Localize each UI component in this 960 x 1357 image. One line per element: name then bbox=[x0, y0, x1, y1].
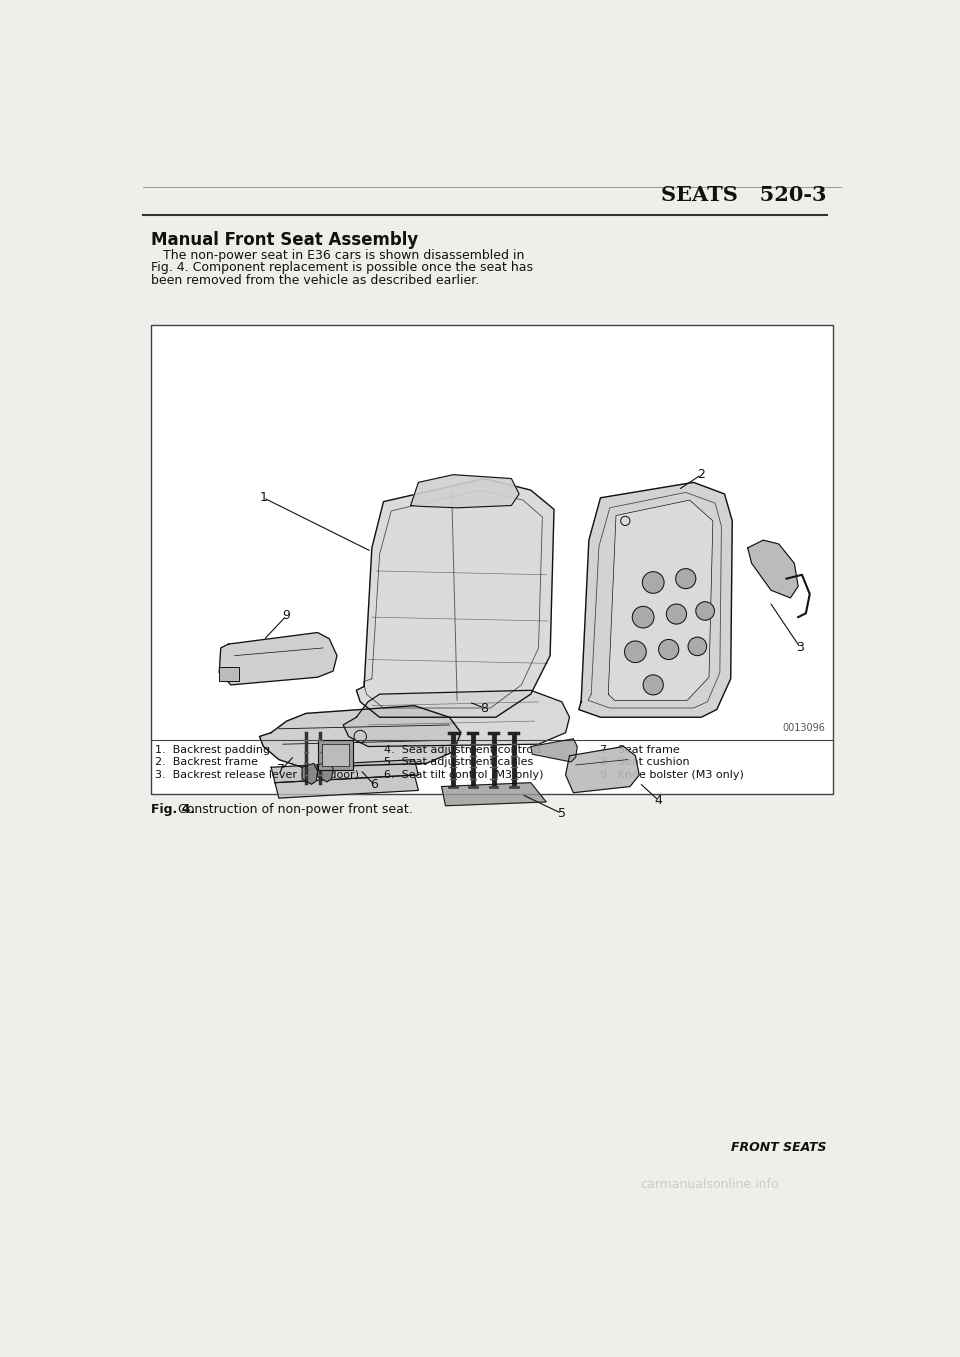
Text: 9.  Knee bolster (M3 only): 9. Knee bolster (M3 only) bbox=[601, 769, 744, 780]
Text: 6: 6 bbox=[371, 779, 378, 791]
Bar bbox=[151, 324, 833, 794]
Circle shape bbox=[625, 641, 646, 662]
Text: 8: 8 bbox=[480, 702, 489, 715]
Text: 7.  Seat frame: 7. Seat frame bbox=[601, 745, 681, 754]
Circle shape bbox=[666, 604, 686, 624]
Circle shape bbox=[643, 674, 663, 695]
Polygon shape bbox=[302, 764, 318, 784]
Text: 5.  Seat adjustment cables: 5. Seat adjustment cables bbox=[383, 757, 533, 767]
Polygon shape bbox=[609, 501, 713, 700]
Polygon shape bbox=[275, 775, 419, 798]
Text: 9: 9 bbox=[282, 609, 291, 622]
Circle shape bbox=[633, 607, 654, 628]
Circle shape bbox=[676, 569, 696, 589]
Text: 2: 2 bbox=[697, 468, 706, 482]
Polygon shape bbox=[344, 691, 569, 746]
Polygon shape bbox=[271, 760, 419, 783]
Circle shape bbox=[696, 601, 714, 620]
Bar bbox=[318, 741, 352, 769]
Text: been removed from the vehicle as described earlier.: been removed from the vehicle as describ… bbox=[151, 274, 479, 286]
Polygon shape bbox=[356, 479, 554, 718]
Text: 1: 1 bbox=[259, 491, 267, 505]
Text: 2.  Backrest frame: 2. Backrest frame bbox=[155, 757, 258, 767]
Text: 7: 7 bbox=[277, 763, 285, 776]
Text: Manual Front Seat Assembly: Manual Front Seat Assembly bbox=[151, 231, 419, 248]
Text: 3.  Backrest release lever (two-door): 3. Backrest release lever (two-door) bbox=[155, 769, 359, 780]
Text: Fig. 4.: Fig. 4. bbox=[151, 803, 195, 817]
Bar bbox=[322, 744, 348, 765]
Bar bbox=[219, 668, 239, 681]
Polygon shape bbox=[748, 540, 798, 598]
Text: 4: 4 bbox=[655, 794, 662, 807]
Polygon shape bbox=[565, 746, 639, 792]
Text: 1.  Backrest padding: 1. Backrest padding bbox=[155, 745, 270, 754]
Polygon shape bbox=[442, 783, 546, 806]
Text: FRONT SEATS: FRONT SEATS bbox=[732, 1141, 827, 1153]
Text: The non-power seat in E36 cars is shown disassembled in: The non-power seat in E36 cars is shown … bbox=[151, 250, 524, 262]
Text: Construction of non-power front seat.: Construction of non-power front seat. bbox=[179, 803, 413, 817]
Text: 3: 3 bbox=[797, 642, 804, 654]
Polygon shape bbox=[579, 482, 732, 718]
Text: carmanualsonline.info: carmanualsonline.info bbox=[640, 1178, 779, 1191]
Circle shape bbox=[688, 638, 707, 655]
Text: 6.  Seat tilt control (M3 only): 6. Seat tilt control (M3 only) bbox=[383, 769, 543, 780]
Text: 4.  Seat adjustment controls: 4. Seat adjustment controls bbox=[383, 745, 541, 754]
Polygon shape bbox=[411, 475, 519, 508]
Polygon shape bbox=[318, 761, 333, 782]
Text: 8.  Seat cushion: 8. Seat cushion bbox=[601, 757, 690, 767]
Text: SEATS   520-3: SEATS 520-3 bbox=[661, 185, 827, 205]
Circle shape bbox=[642, 571, 664, 593]
Polygon shape bbox=[259, 706, 461, 767]
Circle shape bbox=[659, 639, 679, 660]
Text: 0013096: 0013096 bbox=[782, 723, 826, 733]
Polygon shape bbox=[531, 738, 577, 761]
Text: Fig. 4. Component replacement is possible once the seat has: Fig. 4. Component replacement is possibl… bbox=[151, 262, 533, 274]
Text: 5: 5 bbox=[558, 807, 565, 820]
Polygon shape bbox=[219, 632, 337, 685]
